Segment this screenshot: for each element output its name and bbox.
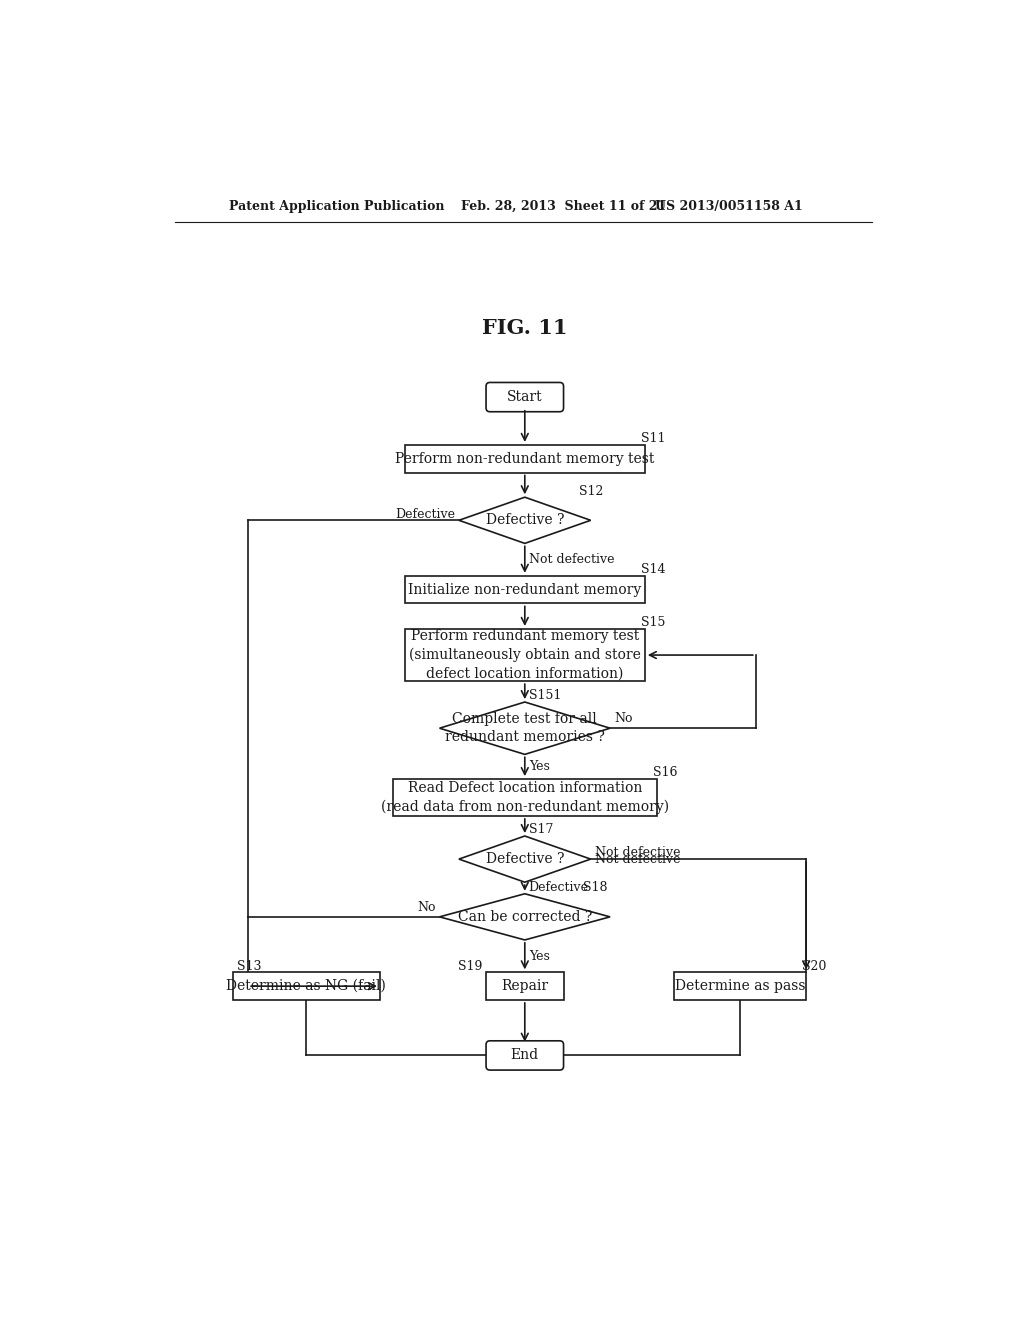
Text: No: No xyxy=(417,902,435,915)
Text: Defective ?: Defective ? xyxy=(485,513,564,527)
Text: S12: S12 xyxy=(579,484,603,498)
Text: Patent Application Publication: Patent Application Publication xyxy=(228,199,444,213)
Text: Not defective: Not defective xyxy=(595,853,680,866)
Text: S17: S17 xyxy=(528,824,553,837)
Text: S151: S151 xyxy=(528,689,561,702)
Text: Defective: Defective xyxy=(528,882,589,895)
FancyBboxPatch shape xyxy=(404,445,645,473)
Text: FIG. 11: FIG. 11 xyxy=(482,318,567,338)
FancyBboxPatch shape xyxy=(675,973,806,1001)
Text: Repair: Repair xyxy=(501,979,549,993)
Text: S19: S19 xyxy=(458,960,482,973)
Polygon shape xyxy=(439,894,610,940)
Text: Perform non-redundant memory test: Perform non-redundant memory test xyxy=(395,451,654,466)
Text: Start: Start xyxy=(507,391,543,404)
Text: S14: S14 xyxy=(641,564,666,576)
Text: Determine as pass: Determine as pass xyxy=(675,979,806,993)
Text: Determine as NG (fail): Determine as NG (fail) xyxy=(226,979,386,993)
Text: Can be corrected ?: Can be corrected ? xyxy=(458,909,592,924)
Text: S13: S13 xyxy=(237,960,261,973)
Polygon shape xyxy=(459,836,591,882)
Polygon shape xyxy=(459,498,591,544)
Text: Perform redundant memory test
(simultaneously obtain and store
defect location i: Perform redundant memory test (simultane… xyxy=(409,630,641,681)
Text: S16: S16 xyxy=(652,767,677,779)
Text: Read Defect location information
(read data from non-redundant memory): Read Defect location information (read d… xyxy=(381,781,669,814)
FancyBboxPatch shape xyxy=(404,628,645,681)
Text: US 2013/0051158 A1: US 2013/0051158 A1 xyxy=(655,199,803,213)
Text: S11: S11 xyxy=(641,432,666,445)
Text: Defective: Defective xyxy=(395,508,455,520)
FancyBboxPatch shape xyxy=(486,973,563,1001)
Text: S18: S18 xyxy=(583,880,607,894)
Text: No: No xyxy=(614,713,633,726)
Text: Yes: Yes xyxy=(528,949,550,962)
Polygon shape xyxy=(439,702,610,755)
Text: Feb. 28, 2013  Sheet 11 of 21: Feb. 28, 2013 Sheet 11 of 21 xyxy=(461,199,667,213)
Text: Not defective: Not defective xyxy=(595,846,680,859)
Text: Complete test for all
redundant memories ?: Complete test for all redundant memories… xyxy=(444,711,605,744)
Text: End: End xyxy=(511,1048,539,1063)
FancyBboxPatch shape xyxy=(393,779,656,816)
Text: Initialize non-redundant memory: Initialize non-redundant memory xyxy=(409,582,641,597)
Text: Not defective: Not defective xyxy=(528,553,614,566)
FancyBboxPatch shape xyxy=(404,576,645,603)
Text: Defective ?: Defective ? xyxy=(485,853,564,866)
FancyBboxPatch shape xyxy=(486,383,563,412)
FancyBboxPatch shape xyxy=(232,973,380,1001)
Text: S15: S15 xyxy=(641,616,666,630)
FancyBboxPatch shape xyxy=(486,1040,563,1071)
Text: Yes: Yes xyxy=(528,760,550,774)
Text: S20: S20 xyxy=(802,960,826,973)
